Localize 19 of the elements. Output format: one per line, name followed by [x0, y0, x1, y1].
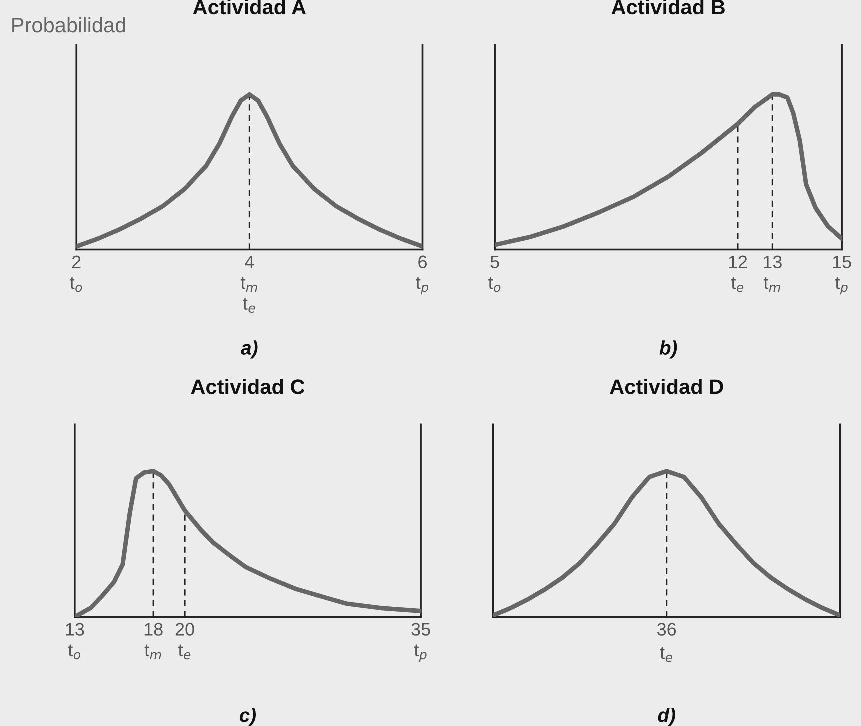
x-tick-label: 18 t$_{m}$ — [144, 623, 163, 660]
x-tick-label: 15 t$_{p}$ — [833, 256, 852, 295]
x-tick-label: 4 t$_{m}$ t$_{e}$ — [240, 256, 258, 313]
x-tick-label: 13 t$_{m}$ — [764, 256, 782, 292]
text: 36 t$_{e}$ — [657, 623, 676, 662]
text: d) — [658, 708, 676, 726]
x-tick-label: 20 t$_{e}$ — [176, 623, 194, 660]
x-tick-label: 6 t$_{p}$ — [416, 256, 429, 295]
text: b) — [660, 340, 678, 359]
x-tick-label: 2 t$_{o}$ — [70, 256, 82, 292]
x-tick-label: 12 t$_{e}$ — [729, 256, 748, 292]
chart-title: Actividad C — [191, 379, 305, 394]
y-axis-title: Probabilidad — [12, 17, 126, 33]
x-tick-label: 35 t$_{p}$ — [412, 623, 430, 662]
text: c) — [240, 708, 256, 726]
text: a) — [241, 340, 258, 359]
chart-title: Actividad D — [610, 379, 724, 394]
x-tick-label: 5 t$_{o}$ — [488, 256, 501, 292]
x-tick-label: 13 t$_{o}$ — [66, 623, 84, 660]
